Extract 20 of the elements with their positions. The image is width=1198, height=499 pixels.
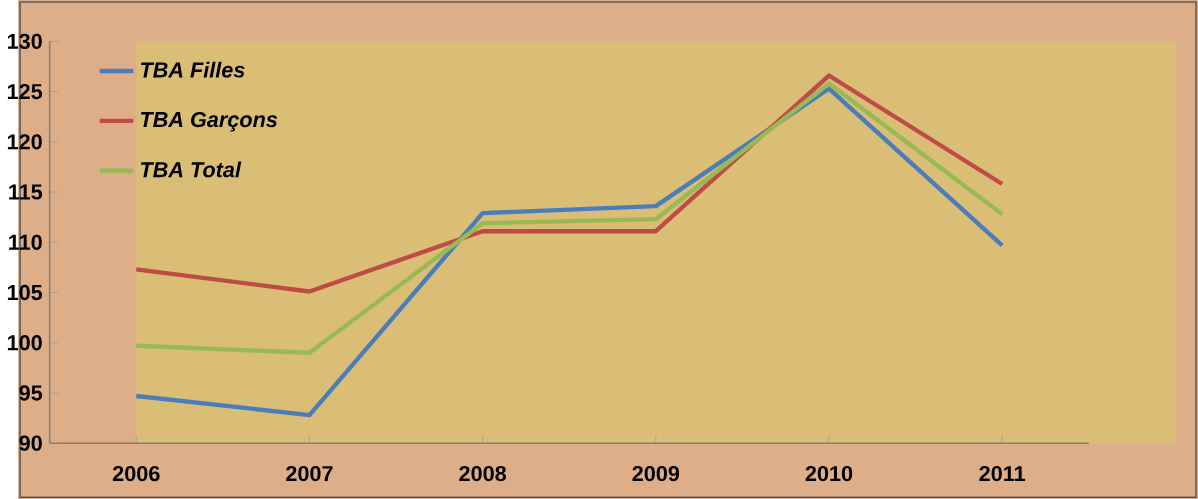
x-tick-label: 2011 — [979, 465, 1026, 482]
legend-label: TBA Filles — [140, 61, 245, 78]
x-tick-label: 2006 — [112, 465, 160, 482]
legend-label: TBA Total — [140, 161, 242, 178]
y-tick-label: 130 — [7, 33, 42, 49]
x-tick-label: 2009 — [632, 465, 680, 482]
y-tick-label: 125 — [7, 83, 43, 100]
line-series — [134, 81, 1005, 355]
y-tick-label: 115 — [9, 184, 43, 200]
legend-label: TBA Garçons — [140, 111, 278, 132]
line-series — [134, 86, 1005, 418]
y-tick-label: 100 — [7, 334, 42, 351]
y-tick-label: 105 — [7, 284, 43, 301]
y-tick-label: 120 — [7, 134, 42, 150]
x-tick-label: 2007 — [286, 465, 333, 482]
y-tick-label: 95 — [19, 385, 43, 401]
x-tick-label: 2010 — [805, 465, 853, 482]
y-tick-label: 90 — [19, 435, 42, 451]
x-tick-label: 2008 — [459, 465, 507, 482]
y-tick-label: 110 — [9, 234, 42, 250]
